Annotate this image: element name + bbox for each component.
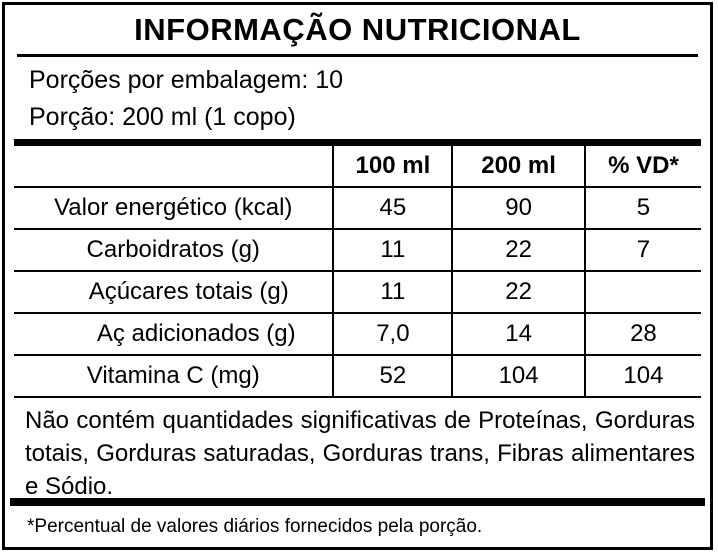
value-200ml: 22 — [451, 229, 585, 272]
column-header-nutrient — [14, 142, 334, 188]
value-vd: 5 — [583, 187, 701, 230]
row-label: Açúcares totais (g) — [14, 271, 334, 314]
table-row: Valor energético (kcal) 45 90 5 — [14, 187, 701, 230]
table-row: Açúcares totais (g) 11 22 — [14, 271, 701, 314]
table-row: Aç adicionados (g) 7,0 14 28 — [14, 313, 701, 356]
column-header-200ml: 200 ml — [451, 142, 585, 188]
title-divider — [17, 54, 698, 57]
value-100ml: 45 — [332, 187, 453, 230]
value-vd: 104 — [583, 355, 701, 398]
no-significant-amounts-text: Não contém quantidades significativas de… — [25, 407, 695, 500]
table-row: Carboidratos (g) 11 22 7 — [14, 229, 701, 272]
value-200ml: 22 — [451, 271, 585, 314]
row-label: Aç adicionados (g) — [14, 313, 334, 356]
nutrition-label-box: INFORMAÇÃO NUTRICIONAL Porções por embal… — [2, 2, 713, 550]
value-200ml: 104 — [451, 355, 585, 398]
value-vd: 7 — [583, 229, 701, 272]
row-label: Vitamina C (mg) — [14, 355, 334, 398]
value-200ml: 14 — [451, 313, 585, 356]
value-100ml: 11 — [332, 271, 453, 314]
title-section: INFORMAÇÃO NUTRICIONAL — [5, 5, 710, 54]
column-header-100ml: 100 ml — [332, 142, 453, 188]
value-100ml: 7,0 — [332, 313, 453, 356]
row-label: Valor energético (kcal) — [14, 187, 334, 230]
table-header-row: 100 ml 200 ml % VD* — [14, 142, 701, 188]
value-100ml: 11 — [332, 229, 453, 272]
value-100ml: 52 — [332, 355, 453, 398]
footnote-divider-bar — [10, 498, 705, 506]
serving-info-section: Porções por embalagem: 10 Porção: 200 ml… — [5, 57, 710, 136]
daily-values-footnote: *Percentual de valores diários fornecido… — [27, 516, 483, 537]
value-200ml: 90 — [451, 187, 585, 230]
table-row: Vitamina C (mg) 52 104 104 — [14, 355, 701, 398]
serving-size: Porção: 200 ml (1 copo) — [29, 103, 296, 131]
servings-per-package: Porções por embalagem: 10 — [29, 66, 344, 94]
row-label: Carboidratos (g) — [14, 229, 334, 272]
page-title: INFORMAÇÃO NUTRICIONAL — [134, 11, 581, 47]
value-vd — [583, 271, 701, 314]
nutrition-table: 100 ml 200 ml % VD* Valor energético (kc… — [14, 139, 701, 398]
value-vd: 28 — [583, 313, 701, 356]
column-header-vd: % VD* — [583, 142, 701, 188]
